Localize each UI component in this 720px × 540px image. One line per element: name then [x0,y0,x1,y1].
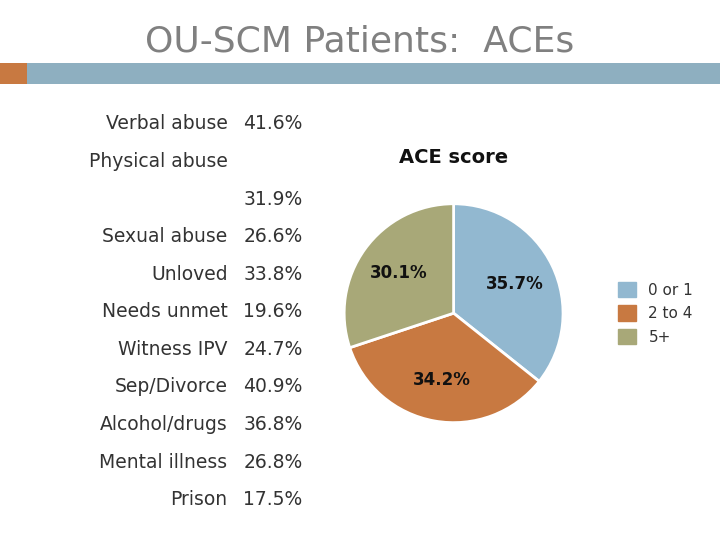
Text: 34.2%: 34.2% [413,371,471,389]
Text: Sexual abuse: Sexual abuse [102,227,228,246]
Text: Physical abuse: Physical abuse [89,152,228,171]
Wedge shape [454,204,563,381]
FancyBboxPatch shape [0,63,720,84]
Text: Mental illness: Mental illness [99,453,228,471]
Text: 26.8%: 26.8% [243,453,302,471]
Text: Verbal abuse: Verbal abuse [106,114,228,133]
Text: 17.5%: 17.5% [243,490,302,509]
Text: Witness IPV: Witness IPV [118,340,228,359]
Text: 36.8%: 36.8% [243,415,302,434]
Text: Unloved: Unloved [151,265,228,284]
Text: Prison: Prison [171,490,228,509]
Text: 19.6%: 19.6% [243,302,302,321]
Wedge shape [350,313,539,423]
Text: Sep/Divorce: Sep/Divorce [114,377,228,396]
Text: 35.7%: 35.7% [486,275,544,293]
Text: 41.6%: 41.6% [243,114,302,133]
Text: 26.6%: 26.6% [243,227,302,246]
Text: 40.9%: 40.9% [243,377,302,396]
FancyBboxPatch shape [0,63,27,84]
Title: ACE score: ACE score [399,147,508,166]
Text: Needs unmet: Needs unmet [102,302,228,321]
Text: OU-SCM Patients:  ACEs: OU-SCM Patients: ACEs [145,24,575,58]
Text: 31.9%: 31.9% [243,190,302,208]
Text: 33.8%: 33.8% [243,265,302,284]
Text: Alcohol/drugs: Alcohol/drugs [100,415,228,434]
Wedge shape [344,204,454,348]
Legend: 0 or 1, 2 to 4, 5+: 0 or 1, 2 to 4, 5+ [612,275,699,351]
Text: 30.1%: 30.1% [370,265,428,282]
Text: 24.7%: 24.7% [243,340,302,359]
